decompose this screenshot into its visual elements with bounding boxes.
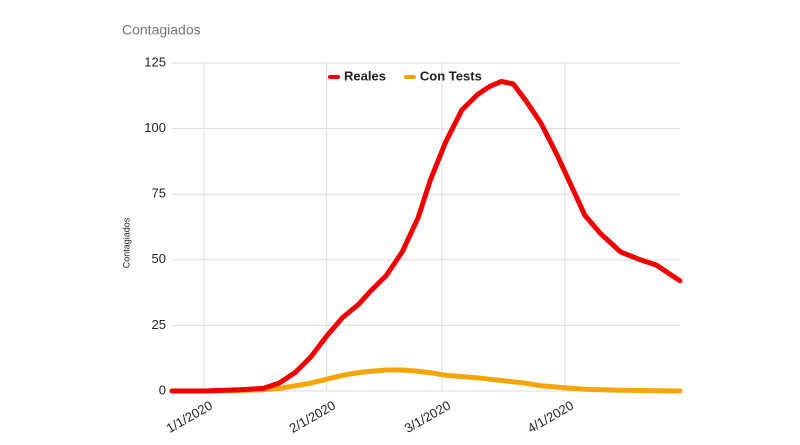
series-line [169, 367, 683, 394]
x-tick-label: 2/1/2020 [287, 398, 338, 436]
y-tick-label: 0 [159, 382, 166, 397]
y-axis-label: Contagiados [121, 217, 131, 268]
y-tick-label: 100 [144, 120, 166, 135]
y-tick-label: 50 [152, 251, 166, 266]
legend-label: Reales [344, 68, 386, 83]
y-tick-label: 75 [152, 186, 166, 201]
x-tick-label: 3/1/2020 [402, 398, 453, 436]
legend-label: Con Tests [420, 68, 482, 83]
chart-title: Contagiados [122, 22, 201, 38]
series-line [169, 78, 683, 394]
y-tick-label: 25 [152, 317, 166, 332]
y-tick-label: 125 [144, 54, 166, 69]
x-tick-label: 4/1/2020 [525, 398, 576, 436]
x-tick-label: 1/1/2020 [164, 398, 215, 436]
